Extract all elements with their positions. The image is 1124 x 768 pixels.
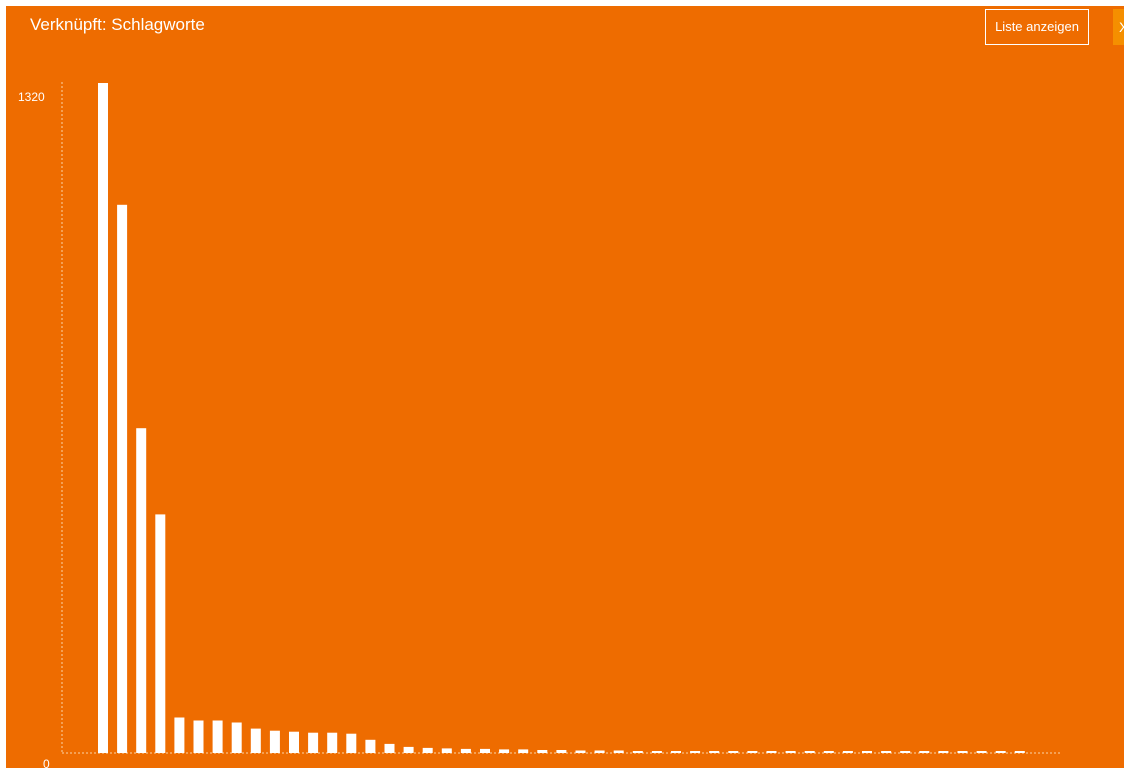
bar-14[interactable] <box>346 733 357 753</box>
bar-38[interactable] <box>804 751 815 753</box>
bar-44[interactable] <box>919 751 930 753</box>
bar-3[interactable] <box>136 428 147 753</box>
y-tick-label-zero: 0 <box>43 757 50 768</box>
y-tick-label-max: 1320 <box>18 90 45 104</box>
chart-panel: Verknüpft: Schlagworte Liste anzeigen X … <box>6 6 1124 768</box>
bar-48[interactable] <box>995 751 1006 753</box>
bar-49[interactable] <box>1014 751 1025 753</box>
close-icon: X <box>1119 19 1124 35</box>
bar-22[interactable] <box>499 749 510 753</box>
bar-41[interactable] <box>862 751 872 753</box>
bar-16[interactable] <box>384 743 395 753</box>
bar-47[interactable] <box>976 751 987 753</box>
bar-33[interactable] <box>709 751 720 753</box>
bar-19[interactable] <box>441 748 452 753</box>
bar-10[interactable] <box>269 730 280 753</box>
bar-35[interactable] <box>747 751 758 753</box>
bar-12[interactable] <box>308 732 319 753</box>
bar-34[interactable] <box>728 751 739 753</box>
bar-5[interactable] <box>174 717 185 754</box>
bar-11[interactable] <box>289 731 299 753</box>
bar-6[interactable] <box>193 720 204 754</box>
bar-26[interactable] <box>575 750 586 754</box>
bar-1[interactable] <box>98 83 108 753</box>
bar-39[interactable] <box>823 751 834 753</box>
bar-18[interactable] <box>422 747 433 753</box>
bar-20[interactable] <box>460 748 471 753</box>
bar-29[interactable] <box>632 751 643 753</box>
show-list-button[interactable]: Liste anzeigen <box>985 9 1089 45</box>
panel-title: Verknüpft: Schlagworte <box>30 15 205 34</box>
bar-2[interactable] <box>117 204 128 754</box>
bar-32[interactable] <box>690 751 701 753</box>
bar-27[interactable] <box>594 750 605 754</box>
bar-30[interactable] <box>651 751 662 753</box>
bar-25[interactable] <box>556 750 567 753</box>
bar-43[interactable] <box>900 751 911 753</box>
bar-36[interactable] <box>766 751 777 753</box>
bar-chart: 1320 0 <box>18 82 1060 768</box>
bar-15[interactable] <box>365 739 376 753</box>
bar-28[interactable] <box>613 750 624 754</box>
bar-9[interactable] <box>250 728 261 753</box>
bar-series <box>98 83 1025 754</box>
bar-31[interactable] <box>671 751 681 753</box>
bar-40[interactable] <box>842 751 853 753</box>
close-button[interactable]: X <box>1113 9 1124 45</box>
bar-21[interactable] <box>480 748 490 753</box>
bar-23[interactable] <box>518 749 529 753</box>
bar-45[interactable] <box>938 751 949 753</box>
bar-46[interactable] <box>957 751 968 753</box>
bar-17[interactable] <box>403 746 414 753</box>
bar-4[interactable] <box>155 514 166 753</box>
bar-13[interactable] <box>327 732 338 753</box>
bar-42[interactable] <box>881 751 892 753</box>
bar-8[interactable] <box>231 722 242 754</box>
bar-37[interactable] <box>785 751 796 753</box>
bar-24[interactable] <box>537 750 548 753</box>
bar-7[interactable] <box>212 720 223 754</box>
